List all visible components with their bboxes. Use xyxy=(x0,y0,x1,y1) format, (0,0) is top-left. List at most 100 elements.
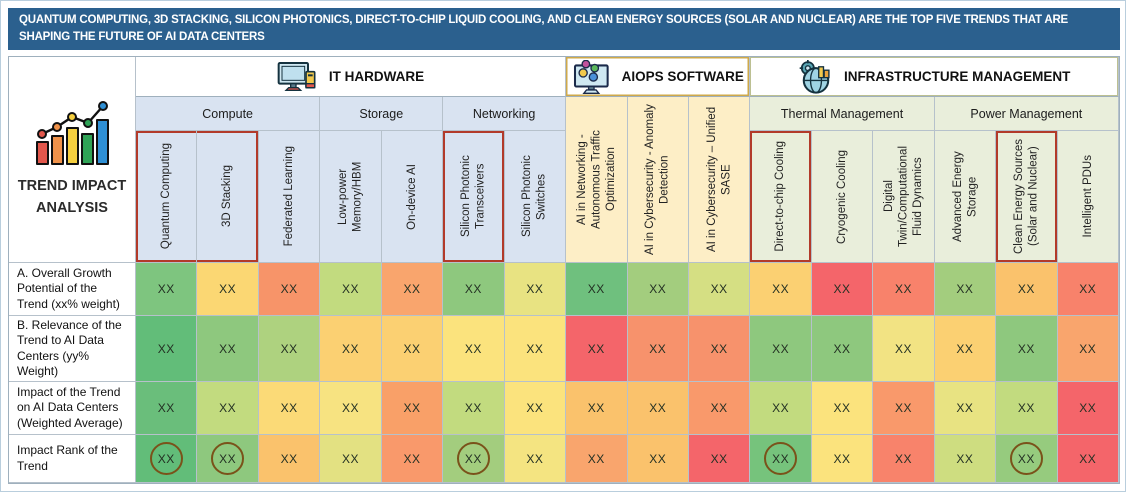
cell-value: XX xyxy=(157,282,175,296)
cell-value: XX xyxy=(833,401,851,415)
cell-value: XX xyxy=(403,282,421,296)
cell-value: XX xyxy=(894,341,912,356)
cell-value: XX xyxy=(772,401,790,415)
matrix-cell: XX xyxy=(688,316,751,382)
matrix-cell: XX xyxy=(320,316,382,382)
column-header-label: AI in Cybersecurity - Anomaly Detection xyxy=(644,104,671,255)
column-header-label: AI in Cybersecurity – Unified SASE xyxy=(705,106,733,253)
cell-value: XX xyxy=(280,341,298,356)
cell-value: XX xyxy=(833,341,851,356)
row-label: B. Relevance of the Trend to AI Data Cen… xyxy=(9,316,136,382)
cell-value: XX xyxy=(342,341,360,356)
matrix-cell: XX xyxy=(934,316,997,382)
matrix-cell: XX xyxy=(873,382,935,435)
column-header: Silicon Photonic Switches xyxy=(504,131,567,263)
matrix-cell: XX xyxy=(320,435,382,483)
column-header: 3D Stacking xyxy=(197,131,259,263)
matrix-cell: XX xyxy=(320,382,382,435)
column-header-label: Clean Energy Sources (Solar and Nuclear) xyxy=(1012,138,1040,255)
cell-value: XX xyxy=(956,282,974,296)
cell-value: XX xyxy=(1079,451,1097,466)
matrix-cell: XX xyxy=(811,263,874,316)
matrix-cell: XX xyxy=(197,263,259,316)
matrix-cell: XX xyxy=(381,435,444,483)
cell-value: XX xyxy=(956,401,974,415)
subgroup-header-compute: Compute xyxy=(136,97,321,131)
matrix-cell: XX xyxy=(688,263,751,316)
matrix-cell: XX xyxy=(136,316,198,382)
matrix-cell: XX xyxy=(750,263,812,316)
cell-value: XX xyxy=(403,451,421,466)
rank-circle-annotation: XX xyxy=(149,442,183,475)
column-header: Clean Energy Sources (Solar and Nuclear) xyxy=(996,131,1058,263)
banner-text: QUANTUM COMPUTING, 3D STACKING, SILICON … xyxy=(19,14,1069,43)
column-header: Quantum Computing xyxy=(136,131,198,263)
matrix-cell: XX xyxy=(934,435,997,483)
rank-circle-annotation: XX xyxy=(456,442,490,475)
row-label: A. Overall Growth Potential of the Trend… xyxy=(9,263,136,316)
column-header: AI in Cybersecurity – Unified SASE xyxy=(688,97,751,263)
monitor-gears-icon xyxy=(572,59,612,94)
matrix-cell: XX xyxy=(258,382,321,435)
cell-value: XX xyxy=(956,341,974,356)
group-header-aiops-software: AIOPS SOFTWARE xyxy=(566,57,751,97)
matrix-cell: XX xyxy=(627,435,689,483)
column-header-label: Low-power Memory/HBM xyxy=(337,161,364,232)
cell-value: XX xyxy=(894,401,912,415)
cell-value: XX xyxy=(526,401,544,415)
group-header-label: INFRASTRUCTURE MANAGEMENT xyxy=(843,69,1071,84)
cell-value: XX xyxy=(833,282,851,296)
cell-value: XX xyxy=(710,282,728,296)
cell-value: XX xyxy=(342,282,360,296)
matrix-cell: XX xyxy=(1057,263,1119,316)
cell-value: XX xyxy=(157,401,175,415)
cell-value: XX xyxy=(710,451,728,466)
bar-chart-trend-icon xyxy=(31,100,113,166)
cell-value: XX xyxy=(219,341,237,356)
matrix-cell: XX xyxy=(811,382,874,435)
matrix-cell: XX xyxy=(136,435,198,483)
subgroup-header-networking: Networking xyxy=(443,97,567,131)
column-header: Direct-to-chip Cooling xyxy=(750,131,812,263)
matrix-cell: XX xyxy=(443,316,505,382)
matrix-cell: XX xyxy=(443,263,505,316)
column-header: Silicon Photonic Transceivers xyxy=(443,131,505,263)
cell-value: XX xyxy=(649,401,667,415)
cell-value: XX xyxy=(710,341,728,356)
matrix-cell: XX xyxy=(811,316,874,382)
matrix-cell: XX xyxy=(934,382,997,435)
cell-value: XX xyxy=(464,282,482,296)
cell-value: XX xyxy=(587,451,605,466)
cell-value: XX xyxy=(403,341,421,356)
column-header: Federated Learning xyxy=(258,131,321,263)
cell-value: XX xyxy=(464,401,482,415)
column-header-label: Federated Learning xyxy=(282,146,295,247)
matrix-cell: XX xyxy=(258,263,321,316)
cell-value: XX xyxy=(219,282,237,296)
matrix-cell: XX xyxy=(504,382,567,435)
column-header: AI in Cybersecurity - Anomaly Detection xyxy=(627,97,689,263)
matrix-cell: XX xyxy=(504,263,567,316)
cell-value: XX xyxy=(833,451,851,466)
matrix-cell: XX xyxy=(258,316,321,382)
subgroup-header-storage: Storage xyxy=(320,97,444,131)
cell-value: XX xyxy=(772,341,790,356)
matrix-cell: XX xyxy=(197,435,259,483)
row-label: Impact Rank of the Trend xyxy=(9,435,136,483)
matrix-cell: XX xyxy=(258,435,321,483)
group-header-label: AIOPS SOFTWARE xyxy=(621,69,744,84)
matrix-cell: XX xyxy=(996,435,1058,483)
cell-value: XX xyxy=(526,282,544,296)
matrix-cell: XX xyxy=(873,316,935,382)
column-header-label: Digital Twin/Computational Fluid Dynamic… xyxy=(882,146,924,247)
title-banner: QUANTUM COMPUTING, 3D STACKING, SILICON … xyxy=(8,8,1120,50)
column-header-label: On-device AI xyxy=(405,163,418,230)
matrix-cell: XX xyxy=(688,382,751,435)
sidebar-panel: TREND IMPACT ANALYSIS xyxy=(9,57,136,263)
column-header-label: Cryogenic Cooling xyxy=(835,149,848,244)
matrix-cell: XX xyxy=(750,316,812,382)
column-header: Cryogenic Cooling xyxy=(811,131,874,263)
matrix-cell: XX xyxy=(443,435,505,483)
matrix-cell: XX xyxy=(873,263,935,316)
